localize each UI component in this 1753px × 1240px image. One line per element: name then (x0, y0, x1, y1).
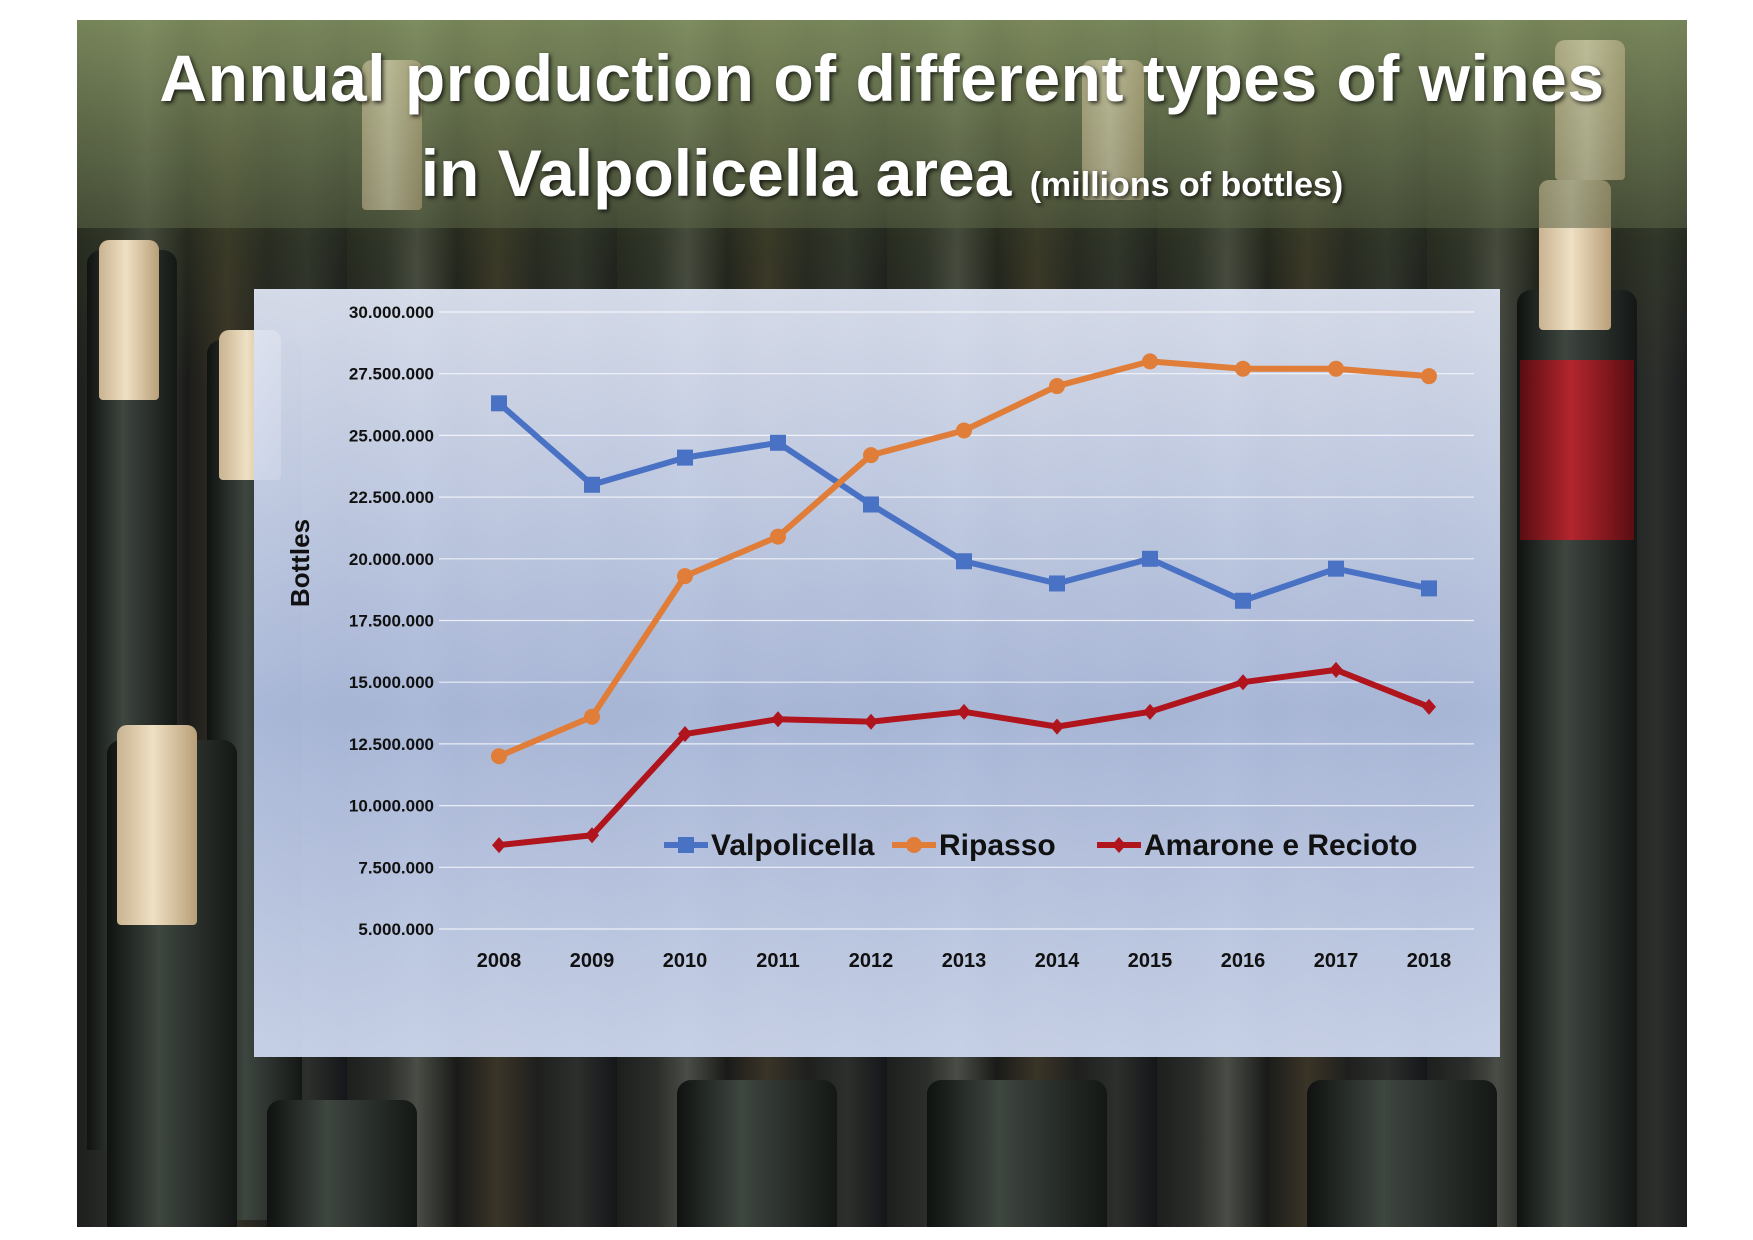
y-axis-label: Bottles (285, 519, 315, 607)
data-point-amarone-e-recioto (678, 726, 692, 743)
slide-title-line2: in Valpolicella area (millions of bottle… (77, 135, 1687, 211)
data-point-amarone-e-recioto (1236, 674, 1250, 691)
data-point-ripasso (863, 447, 879, 464)
data-point-ripasso (1328, 360, 1344, 377)
bottle-decoration (927, 1080, 1107, 1227)
data-point-ripasso (1049, 378, 1065, 395)
slide-title-main: in Valpolicella area (420, 136, 1012, 210)
y-tick-label: 5.000.000 (358, 920, 434, 939)
y-tick-label: 20.000.000 (349, 550, 434, 569)
chart-panel: 5.000.000 7.500.000 10.000.000 12.500.000 15… (254, 289, 1500, 1057)
data-point-ripasso (677, 568, 693, 585)
data-point-amarone-e-recioto (1329, 661, 1343, 678)
data-point-valpolicella (491, 395, 507, 412)
legend-marker-amarone-e-recioto (1112, 837, 1126, 853)
data-point-valpolicella (1235, 592, 1251, 609)
x-tick-label: 2009 (570, 950, 615, 972)
data-point-ripasso (1421, 368, 1437, 385)
y-tick-label: 25.000.000 (349, 426, 434, 445)
title-band (77, 20, 1687, 228)
x-tick-label: 2012 (849, 950, 894, 972)
data-point-ripasso (584, 708, 600, 725)
x-tick-label: 2011 (756, 950, 799, 972)
x-tick-label: 2014 (1035, 950, 1080, 972)
data-point-valpolicella (863, 496, 879, 513)
series (491, 353, 1437, 854)
y-tick-label: 15.000.000 (349, 673, 434, 692)
x-tick-label: 2010 (663, 950, 708, 972)
legend-marker-ripasso (906, 837, 922, 853)
data-point-valpolicella (770, 434, 786, 451)
data-point-ripasso (491, 748, 507, 765)
y-tick-label: 30.000.000 (349, 303, 434, 322)
y-tick-label: 10.000.000 (349, 797, 434, 816)
data-point-amarone-e-recioto (864, 713, 878, 730)
series-amarone-e-recioto (492, 661, 1436, 854)
data-point-amarone-e-recioto (957, 703, 971, 720)
y-tick-label: 27.500.000 (349, 365, 434, 384)
data-point-amarone-e-recioto (1143, 703, 1157, 720)
x-tick-label: 2013 (942, 950, 987, 972)
line-chart: 5.000.000 7.500.000 10.000.000 12.500.000 15… (285, 303, 1474, 972)
legend-label-amarone-e-recioto: Amarone e Recioto (1144, 829, 1417, 862)
y-tick-label: 7.500.000 (358, 858, 434, 877)
data-point-amarone-e-recioto (771, 711, 785, 728)
data-point-ripasso (770, 528, 786, 545)
data-point-valpolicella (677, 449, 693, 466)
x-tick-label: 2016 (1221, 950, 1266, 972)
x-tick-label: 2008 (477, 950, 522, 972)
x-tick-label: 2015 (1128, 950, 1173, 972)
x-tick-label: 2017 (1314, 950, 1359, 972)
y-tick-label: 22.500.000 (349, 488, 434, 507)
bottle-decoration (677, 1080, 837, 1227)
data-point-valpolicella (956, 553, 972, 570)
x-axis-ticks: 2008 2009 2010 2011 2012 2013 2014 2015 2016 2017… (477, 950, 1452, 972)
data-point-ripasso (956, 422, 972, 439)
data-point-valpolicella (584, 476, 600, 493)
bottle-decoration (1307, 1080, 1497, 1227)
x-tick-label: 2018 (1407, 950, 1452, 972)
y-tick-label: 17.500.000 (349, 612, 434, 631)
slide-title-subtitle: (millions of bottles) (1029, 166, 1344, 204)
series-line-amarone-e-recioto (496, 666, 1432, 849)
series-ripasso (491, 353, 1437, 765)
data-point-valpolicella (1328, 560, 1344, 577)
grid (439, 311, 1474, 930)
data-point-ripasso (1142, 353, 1158, 370)
data-point-amarone-e-recioto (1050, 718, 1064, 735)
cork-decoration (99, 240, 159, 400)
data-point-amarone-e-recioto (492, 837, 506, 854)
bottle-decoration (267, 1100, 417, 1227)
slide-title: Annual production of different types of … (159, 41, 1605, 115)
capsule-decoration (1520, 360, 1634, 540)
legend-label-valpolicella: Valpolicella (711, 829, 875, 862)
legend: Valpolicella Ripasso Amarone e Recioto (664, 829, 1417, 862)
y-tick-label: 12.500.000 (349, 735, 434, 754)
cork-decoration (117, 725, 197, 925)
data-point-valpolicella (1421, 580, 1437, 597)
series-valpolicella (491, 395, 1437, 609)
legend-marker-valpolicella (678, 837, 694, 853)
legend-label-ripasso: Ripasso (939, 829, 1056, 862)
data-point-ripasso (1235, 360, 1251, 377)
data-point-valpolicella (1049, 575, 1065, 592)
y-axis-ticks: 5.000.000 7.500.000 10.000.000 12.500.000 15… (349, 303, 434, 939)
data-point-valpolicella (1142, 550, 1158, 567)
data-point-amarone-e-recioto (585, 827, 599, 844)
data-point-amarone-e-recioto (1422, 698, 1436, 715)
